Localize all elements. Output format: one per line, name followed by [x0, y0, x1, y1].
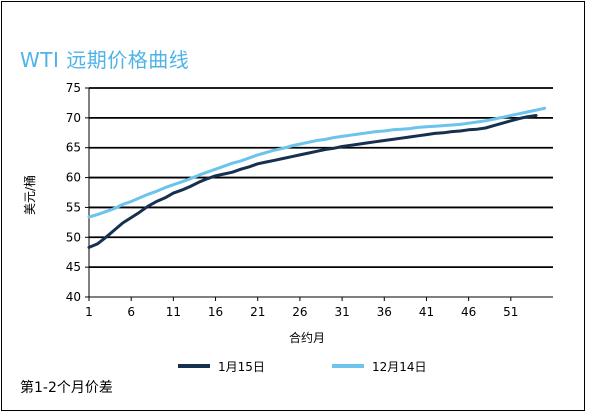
y-tick-label: 60 [66, 171, 81, 185]
y-axis-label: 美元/桶 [22, 175, 37, 215]
x-tick-label: 21 [250, 305, 265, 319]
x-tick-label: 26 [292, 305, 307, 319]
y-tick-label: 40 [66, 290, 81, 304]
footnote: 第1-2个月价差 [20, 380, 113, 396]
y-tick-label: 55 [66, 200, 81, 214]
x-tick-label: 51 [503, 305, 518, 319]
chart-title: WTI 远期价格曲线 [20, 48, 190, 72]
series-line-1 [87, 114, 538, 249]
axes [85, 87, 553, 301]
y-tick-labels: 40 45 50 55 60 65 70 75 [66, 81, 81, 304]
chart-frame [1, 1, 585, 411]
x-tick-label: 16 [208, 305, 223, 319]
y-tick-label: 65 [66, 141, 81, 155]
y-tick-label: 70 [66, 111, 81, 125]
x-tick-label: 1 [85, 305, 93, 319]
x-tick-label: 41 [419, 305, 434, 319]
legend-label-2: 12月14日 [372, 360, 427, 374]
x-tick-label: 31 [334, 305, 349, 319]
x-axis-label: 合约月 [289, 330, 325, 345]
legend: 1月15日 12月14日 [178, 360, 427, 374]
legend-label-1: 1月15日 [218, 360, 265, 374]
y-tick-label: 75 [66, 81, 81, 95]
series-lines [87, 106, 547, 249]
x-tick-label: 46 [461, 305, 476, 319]
y-tick-label: 45 [66, 260, 81, 274]
x-tick-label: 36 [377, 305, 392, 319]
x-tick-label: 11 [166, 305, 181, 319]
series-line-2 [87, 106, 547, 219]
grid-lines [89, 87, 553, 269]
x-tick-labels: 1 6 11 16 21 26 31 36 41 46 51 [85, 305, 518, 319]
y-tick-label: 50 [66, 230, 81, 244]
x-tick-label: 6 [127, 305, 135, 319]
